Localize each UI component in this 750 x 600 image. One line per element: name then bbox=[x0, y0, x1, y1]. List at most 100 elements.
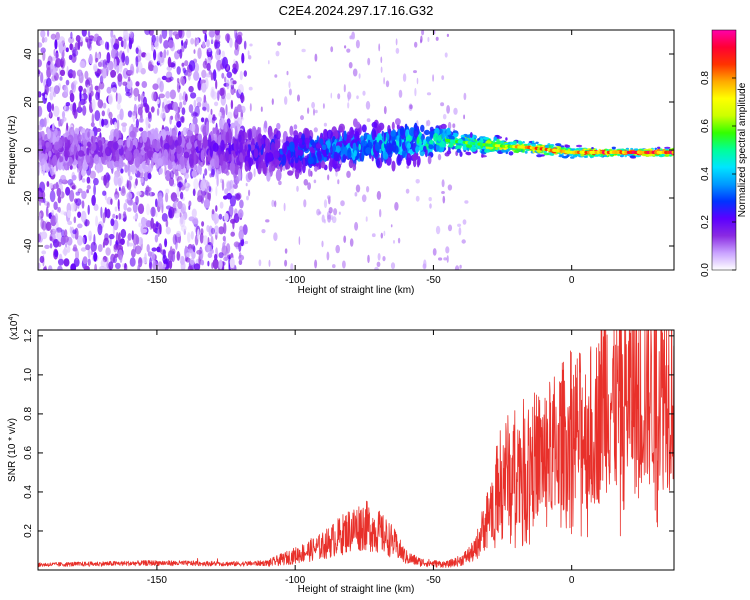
spectrogram-blob bbox=[371, 121, 378, 128]
spectrogram-blob bbox=[295, 146, 299, 159]
spectrogram-blob bbox=[137, 93, 141, 102]
spectrogram-blob bbox=[416, 159, 420, 168]
spectrogram-blob bbox=[200, 117, 205, 123]
spectrogram-blob bbox=[462, 144, 467, 147]
spectrogram-blob bbox=[70, 143, 75, 153]
spectrogram-blob bbox=[181, 62, 185, 67]
spectrogram-blob bbox=[463, 114, 465, 120]
spectrogram-blob bbox=[77, 133, 82, 142]
spectrogram-blob bbox=[379, 209, 382, 218]
spectrogram-blob bbox=[44, 152, 48, 161]
spectrogram-blob bbox=[152, 223, 157, 233]
spectrogram-blob bbox=[484, 148, 488, 153]
spectrogram-blob bbox=[54, 128, 58, 136]
spectrogram-blob bbox=[208, 30, 215, 38]
spectrogram-blob bbox=[85, 244, 91, 251]
spectrogram-blob bbox=[327, 214, 332, 223]
spectrogram-blob bbox=[414, 87, 417, 97]
spectrogram-blob bbox=[54, 213, 59, 224]
spectrogram-blob bbox=[391, 140, 397, 153]
spectrogram-blob bbox=[83, 88, 87, 95]
spectrogram-blob bbox=[63, 246, 67, 257]
spectrogram-blob bbox=[119, 254, 123, 264]
spectrogram-blob bbox=[576, 144, 583, 148]
spectrogram-blob bbox=[127, 233, 132, 241]
spectrogram-blob bbox=[38, 105, 43, 117]
spectrogram-blob bbox=[226, 71, 233, 79]
spectrogram-blob bbox=[251, 127, 257, 139]
spectrogram-blob bbox=[47, 128, 51, 140]
spectrogram-blob bbox=[352, 163, 357, 171]
spectrogram-blob bbox=[233, 241, 240, 248]
spectrogram-blob bbox=[84, 70, 89, 80]
spectrogram-blob bbox=[126, 192, 133, 201]
spectrogram-blob bbox=[151, 34, 156, 43]
spectrogram-blob bbox=[88, 95, 91, 102]
spectrogram-blob bbox=[161, 213, 168, 222]
spectrogram-blob bbox=[230, 99, 234, 110]
spectrogram-blob bbox=[335, 163, 342, 169]
spectrogram-blob bbox=[38, 70, 41, 75]
spectrogram-blob bbox=[273, 232, 278, 242]
spectrogram-blob bbox=[153, 261, 159, 270]
spectrogram-blob bbox=[169, 76, 174, 82]
spectrogram-blob bbox=[76, 235, 83, 246]
spectrogram-blob bbox=[99, 75, 104, 84]
spectrogram-blob bbox=[50, 61, 54, 70]
spectrogram-blob bbox=[572, 154, 578, 158]
spectrogram-blob bbox=[87, 131, 90, 138]
spectrogram-blob bbox=[83, 265, 90, 270]
spectrogram-blob bbox=[249, 103, 252, 112]
spectrogram-blob bbox=[96, 128, 102, 132]
spectrogram-blob bbox=[70, 82, 75, 91]
spectrogram-blob bbox=[45, 221, 52, 231]
spectrogram-blob bbox=[221, 179, 225, 191]
spectrogram-blob bbox=[387, 128, 392, 136]
spectrogram-blob bbox=[452, 123, 456, 128]
spectrogram-blob bbox=[342, 146, 348, 157]
spectrogram-blob bbox=[159, 224, 162, 235]
spectrogram-blob bbox=[461, 239, 466, 244]
spectrogram-blob bbox=[338, 123, 345, 132]
spectrogram-blob bbox=[213, 225, 220, 236]
spectrogram-blob bbox=[114, 194, 118, 201]
spectrogram-blob bbox=[181, 107, 186, 115]
spectrogram-blob bbox=[93, 184, 96, 196]
spectrogram-blob bbox=[216, 47, 220, 56]
spectrogram-blob bbox=[202, 135, 208, 149]
spectrogram-blob bbox=[215, 186, 218, 197]
spectrogram-blob bbox=[253, 148, 259, 159]
spectrogram-blob bbox=[235, 32, 238, 43]
spectrogram-blob bbox=[385, 80, 390, 88]
spectrogram-blob bbox=[150, 157, 154, 169]
spectrogram-blob bbox=[140, 149, 146, 156]
spectrogram-blob bbox=[80, 210, 87, 223]
spectrogram-blob bbox=[128, 242, 134, 247]
spectrogram-blob bbox=[182, 100, 187, 106]
spectrogram-blob bbox=[143, 96, 147, 108]
spectrogram-blob bbox=[308, 168, 311, 177]
spectrogram-blob bbox=[305, 137, 310, 145]
spectrogram-blob bbox=[206, 62, 211, 71]
spectrogram-blob bbox=[97, 140, 103, 147]
spectrogram-blob bbox=[181, 78, 185, 86]
spectrogram-blob bbox=[82, 256, 88, 265]
spectrogram-blob bbox=[55, 31, 60, 41]
spectrogram-blob bbox=[174, 112, 181, 123]
spectrogram-blob bbox=[38, 262, 41, 269]
spectrogram-blob bbox=[441, 179, 445, 188]
spectrogram-blob bbox=[226, 181, 232, 191]
spectrogram-blob bbox=[353, 149, 357, 157]
spectrogram-blob bbox=[326, 129, 333, 139]
spectrogram-blob bbox=[233, 120, 239, 131]
spectrogram-blob bbox=[222, 56, 228, 69]
spectrogram-blob bbox=[38, 131, 42, 139]
spectrogram-blob bbox=[127, 110, 133, 118]
spectrogram-blob bbox=[374, 266, 379, 270]
spectrogram-blob bbox=[447, 184, 453, 191]
spectrogram-blob bbox=[58, 42, 64, 54]
spectrogram-blob bbox=[313, 108, 315, 116]
spectrogram-blob bbox=[188, 60, 196, 72]
spectrogram-blob bbox=[323, 129, 329, 140]
spectrogram-blob bbox=[343, 84, 346, 93]
